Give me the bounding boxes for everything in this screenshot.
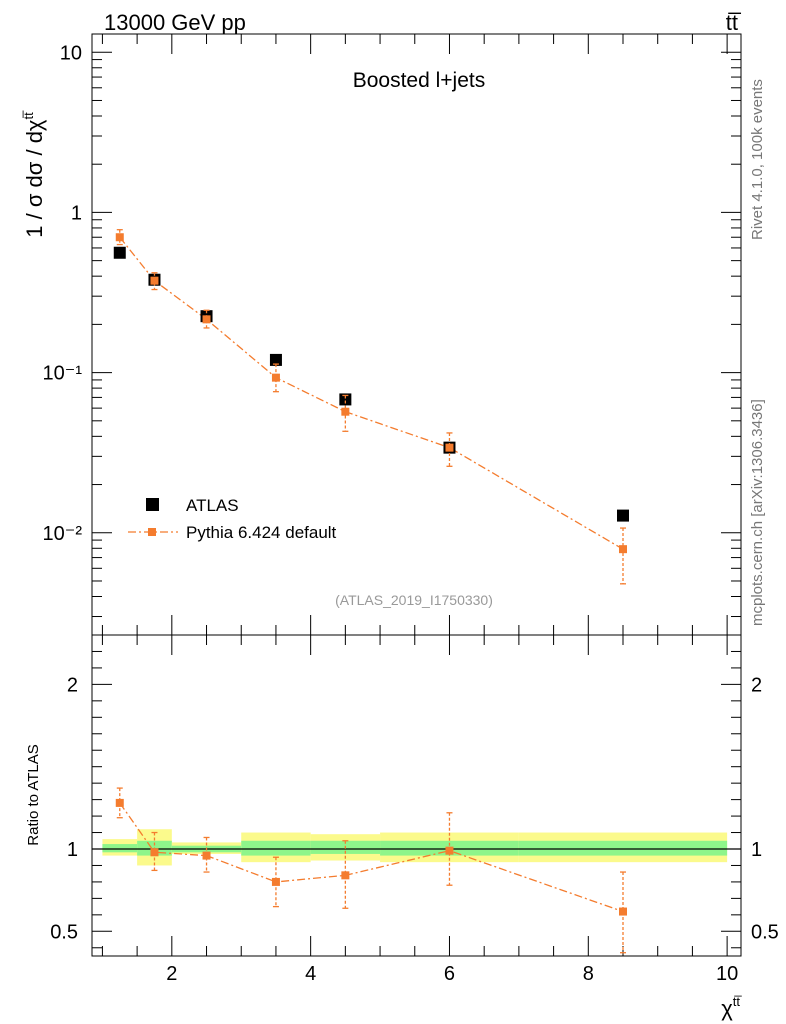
- process-label: tt̅: [726, 10, 742, 35]
- x-tick-label: 6: [444, 963, 455, 985]
- pythia-data-point: [115, 233, 124, 242]
- x-tick-label: 4: [305, 963, 316, 985]
- ratio-frame: [91, 634, 742, 957]
- y-tick-label-main: 1: [71, 202, 82, 224]
- y-axis-label-superscript: tt̅: [21, 110, 36, 119]
- x-axis-label-superscript: tt̅: [733, 994, 742, 1009]
- x-tick-label: 2: [166, 963, 177, 985]
- ratio-bands: [102, 829, 728, 866]
- x-axis-title: χtt̅: [721, 994, 742, 1021]
- x-tick-label: 10: [716, 963, 738, 985]
- y-tick-label-ratio-right: 1: [751, 839, 762, 861]
- ratio-data-point: [271, 877, 280, 886]
- y-tick-label-ratio: 0.5: [50, 921, 78, 943]
- svg-text:1 / σ dσ / dχtt̅: 1 / σ dσ / dχtt̅: [21, 110, 47, 237]
- ratio-tick-labels: 0.5 0.5 1 1 2 2 2 4 6 8 10: [50, 674, 779, 985]
- y-tick-label-ratio: 2: [67, 674, 78, 696]
- ratio-panel: 0.5 0.5 1 1 2 2 2 4 6 8 10 Ratio to ATLAS χtt̅: [25, 634, 779, 1021]
- legend: ATLAS Pythia 6.424 default: [128, 496, 337, 542]
- legend-pythia-label: Pythia 6.424 default: [186, 523, 337, 542]
- ratio-data-point: [115, 798, 124, 807]
- x-tick-label: 8: [583, 963, 594, 985]
- ratio-points: [115, 787, 627, 954]
- main-ticks: [92, 34, 741, 635]
- y-axis-title-main: 1 / σ dσ / dχtt̅: [21, 110, 47, 237]
- energy-label: 13000 GeV pp: [104, 10, 246, 35]
- pythia-data-point: [619, 545, 627, 554]
- ratio-data-point: [619, 907, 627, 916]
- legend-atlas-label: ATLAS: [186, 496, 239, 515]
- atlas-data-point: [339, 393, 352, 406]
- legend-pythia-marker: [148, 528, 156, 536]
- y-tick-label-main: 10: [60, 42, 82, 64]
- y-axis-label-ratio: Ratio to ATLAS: [25, 744, 42, 845]
- atlas-data-point: [269, 353, 282, 366]
- main-frame: [91, 33, 742, 636]
- rivet-label: Rivet 4.1.0, 100k events: [749, 79, 766, 240]
- ratio-data-point: [150, 848, 159, 857]
- chart-title: Boosted l+jets: [353, 69, 486, 92]
- y-tick-label-main: 10⁻¹: [43, 363, 83, 385]
- ratio-ticks: [92, 635, 741, 956]
- ratio-green-band: [102, 844, 138, 853]
- atlas-data-point: [617, 509, 629, 522]
- y-tick-label-main: 10⁻²: [43, 523, 83, 545]
- legend-atlas-marker: [146, 498, 159, 511]
- pythia-data-point: [341, 407, 350, 416]
- pythia-data-point: [150, 276, 159, 285]
- atlas-data-point: [113, 246, 126, 259]
- pythia-data-point: [445, 443, 454, 452]
- ratio-data-point: [341, 871, 350, 880]
- ratio-green-band: [518, 840, 728, 856]
- main-points: [113, 229, 629, 585]
- pythia-data-point: [202, 315, 211, 324]
- ratio-green-band: [241, 840, 311, 856]
- ratio-data-point: [202, 851, 211, 860]
- source-label: mcplots.cern.ch [arXiv:1306.3436]: [749, 399, 766, 626]
- y-axis-label-main: 1 / σ dσ / dχ: [22, 119, 47, 238]
- main-panel: 10⁻² 10⁻¹ 1 10 Boosted l+jets (ATLAS_2019_I…: [21, 33, 742, 636]
- main-tick-labels: 10⁻² 10⁻¹ 1 10: [43, 42, 83, 545]
- y-tick-label-ratio-right: 0.5: [751, 921, 779, 943]
- x-axis-label: χ: [721, 996, 733, 1021]
- y-tick-label-ratio: 1: [67, 839, 78, 861]
- y-tick-label-ratio-right: 2: [751, 674, 762, 696]
- pythia-data-point: [271, 373, 280, 382]
- ratio-data-point: [445, 846, 454, 855]
- analysis-label: (ATLAS_2019_I1750330): [335, 592, 493, 608]
